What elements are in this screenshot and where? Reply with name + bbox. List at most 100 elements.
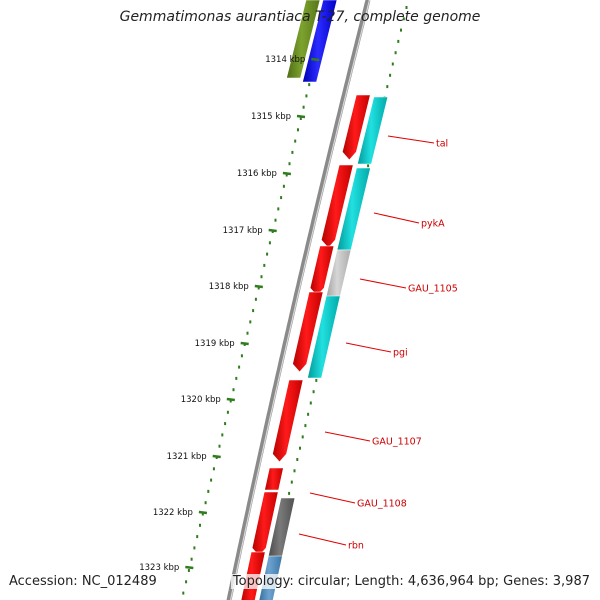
outer-tick [224,422,227,426]
outer-tick [291,150,294,154]
gene-label-tal: tal [436,139,448,150]
gene-tal-pair [357,96,389,165]
gene-leader-line [324,431,371,442]
outer-tick [294,139,297,143]
outer-tick [193,546,196,550]
outer-tick [249,320,252,324]
outer-tick [185,580,188,584]
outer-tick [187,569,190,572]
inner-tick [397,39,400,43]
inner-tick [389,73,392,77]
outer-tick [218,444,221,448]
outer-tick [274,218,277,222]
inner-tick [400,28,402,32]
kbp-label: 1317 kbp [223,226,263,236]
outer-tick [305,94,308,98]
gene-leader-line [387,135,435,144]
gene-label-rbn: rbn [348,541,364,552]
kbp-scale: 1314 kbp 1315 kbp 1316 kbp 1317 kbp 1318 kbp… [139,55,320,573]
outer-tick [190,557,193,561]
outer-tick [238,365,241,369]
outer-tick [266,252,269,256]
gene-track [240,0,389,600]
outer-tick [199,523,201,527]
outer-tick [268,241,271,245]
gene-label-GAU_1105: GAU_1105 [408,284,458,295]
kbp-label: 1321 kbp [167,452,207,462]
inner-tick [307,412,310,416]
outer-tick [207,489,210,493]
outer-tick [252,309,255,313]
gene-label-pykA: pykA [421,219,445,230]
inner-tick [288,491,291,495]
outer-tick [277,207,280,211]
inner-tick [394,51,397,55]
backbone-line [226,0,371,600]
outer-tick [204,501,207,505]
gene-pgi [292,291,324,373]
outer-tick [232,388,235,392]
inner-tick [290,480,293,484]
kbp-tick [240,341,249,346]
outer-tick [308,83,311,87]
kbp-tick [226,397,235,402]
kbp-label: 1314 kbp [265,55,305,65]
inner-tick [304,424,307,428]
outer-tick [201,512,204,516]
inner-tick [386,85,389,89]
outer-tick [229,399,232,403]
gene-leader-line [373,212,420,224]
outer-tick [254,297,257,301]
outer-tick [302,105,305,109]
gene-GAU_1108 [264,467,284,491]
outer-tick [285,173,288,177]
topology-label: Topology: circular; Length: 4,636,964 bp… [230,574,592,589]
kbp-tick [311,57,320,62]
outer-tick [246,331,249,335]
gene-GAU_1107 [272,379,304,463]
inner-tick [299,446,301,450]
outer-tick [288,162,291,166]
inner-tick [367,164,370,168]
inner-tick [296,458,299,461]
inner-tick [293,469,296,473]
kbp-label: 1320 kbp [181,395,221,405]
kbp-tick [254,284,263,289]
gene-leader-line [345,342,392,353]
outer-tick [299,117,302,120]
outer-tick [196,535,199,539]
outer-tick [221,433,224,437]
outer-tick [257,286,260,290]
outer-tick [235,376,238,380]
gene-leader-line [359,278,407,289]
outer-tick [280,196,283,200]
kbp-label: 1318 kbp [209,282,249,292]
gene-label-GAU_1108: GAU_1108 [357,499,407,510]
inner-tick [402,17,405,21]
outer-tick [297,128,299,132]
inner-tick [301,435,304,439]
kbp-label: 1315 kbp [251,112,291,122]
gene-olive [286,0,321,79]
kbp-tick [282,171,292,176]
outer-tick [212,467,215,471]
inner-tick [315,378,318,382]
kbp-tick [198,510,208,515]
gene-pykA [320,164,354,249]
backbone-highlight [229,0,371,600]
outer-tick [210,478,213,482]
gene-label-GAU_1107: GAU_1107 [372,437,422,448]
kbp-label: 1316 kbp [237,169,277,179]
kbp-label: 1322 kbp [153,508,193,518]
inner-tick [312,390,315,394]
accession-label: Accession: NC_012489 [7,574,159,589]
outer-tick [226,410,229,414]
kbp-label: 1319 kbp [195,339,235,349]
inner-tick [405,6,408,9]
map-title: Gemmatimonas aurantiaca T-27, complete g… [119,9,481,25]
outer-tick [282,184,285,188]
gene-leader-line [309,492,356,504]
